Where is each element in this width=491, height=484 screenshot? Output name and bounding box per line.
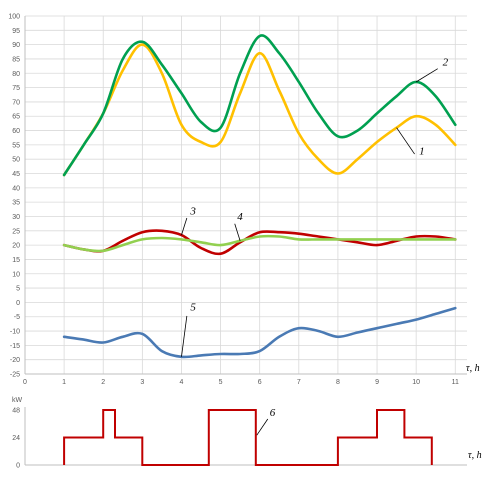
x-tick-label: 10 — [412, 379, 420, 386]
series-lines — [62, 34, 457, 359]
x-axis-title: τ, h — [466, 363, 480, 374]
series-label-6: 6 — [270, 407, 276, 419]
y-tick-label: 0 — [16, 463, 20, 470]
series-lines — [63, 409, 433, 466]
series-line-6 — [63, 409, 433, 466]
series-line-4 — [62, 234, 457, 253]
x-tick-label: 5 — [219, 379, 223, 386]
y-tick-label: -10 — [10, 329, 20, 336]
label-leader-1 — [396, 127, 415, 155]
label-leader-2 — [415, 68, 438, 83]
label-leader-5 — [181, 315, 188, 357]
series-label-3: 3 — [189, 205, 196, 217]
series-labels: 1 2 3 4 5 — [189, 57, 448, 314]
grid — [24, 15, 467, 375]
y-tick-label: 80 — [12, 71, 20, 78]
y-tick-label: -25 — [10, 372, 20, 379]
y-tick-label: 25 — [12, 228, 20, 235]
y-tick-label: 55 — [12, 142, 20, 149]
series-label-2: 2 — [443, 57, 449, 69]
label-leaders — [256, 418, 269, 436]
series-line-1 — [62, 43, 457, 177]
y-tick-label: 90 — [12, 42, 20, 49]
y-tick-label: 45 — [12, 171, 20, 178]
series-label-4: 4 — [237, 211, 243, 223]
x-tick-label: 8 — [336, 379, 340, 386]
y-tick-label: 24 — [12, 435, 20, 442]
y-tick-label: 50 — [12, 157, 20, 164]
x-tick-label: 7 — [297, 379, 301, 386]
y-tick-label: 75 — [12, 85, 20, 92]
x-tick-label: 2 — [101, 379, 105, 386]
axes: -25-20-15-10-505101520253035404550556065… — [8, 14, 467, 386]
y-tick-label: 95 — [12, 28, 20, 35]
x-axis-title: τ, h — [468, 450, 482, 461]
x-tick-label: 1 — [62, 379, 66, 386]
y-tick-label: 5 — [16, 286, 20, 293]
y-tick-label: 40 — [12, 185, 20, 192]
x-tick-label: 11 — [452, 379, 459, 386]
power-chart: 0 24 48 6 kW τ, h — [12, 397, 482, 470]
y-tick-label: 0 — [16, 300, 20, 307]
y-tick-label: 60 — [12, 128, 20, 135]
series-line-2 — [62, 34, 457, 177]
series-labels: 6 — [270, 407, 276, 419]
series-line-3 — [62, 229, 457, 256]
y-tick-label: -5 — [14, 314, 20, 321]
series-label-1: 1 — [419, 145, 425, 157]
x-tick-label: 6 — [258, 379, 262, 386]
label-leader-3 — [181, 217, 188, 236]
x-tick-label: 4 — [180, 379, 184, 386]
y-tick-label: 20 — [12, 243, 20, 250]
y-tick-label: 35 — [12, 200, 20, 207]
series-line-5 — [62, 306, 457, 359]
x-tick-label: 3 — [140, 379, 144, 386]
y-tick-label: 65 — [12, 114, 20, 121]
x-tick-label: 9 — [375, 379, 379, 386]
series-label-5: 5 — [190, 301, 196, 313]
y-tick-label: 85 — [12, 56, 20, 63]
label-leaders — [181, 68, 438, 357]
temperature-chart: -25-20-15-10-505101520253035404550556065… — [8, 14, 479, 387]
y-tick-label: 10 — [12, 271, 20, 278]
label-leader-6 — [256, 418, 269, 436]
y-tick-label: -20 — [10, 357, 20, 364]
y-tick-label: 48 — [12, 408, 20, 415]
x-tick-label: 0 — [23, 379, 27, 386]
y-tick-label: -15 — [10, 343, 20, 350]
y-tick-label: 70 — [12, 99, 20, 106]
y-tick-label: 30 — [12, 214, 20, 221]
y-axis-unit: kW — [12, 397, 23, 404]
label-leader-4 — [234, 223, 241, 241]
axes: 0 24 48 — [12, 407, 467, 470]
y-tick-label: 100 — [8, 14, 20, 21]
y-tick-label: 15 — [12, 257, 20, 264]
